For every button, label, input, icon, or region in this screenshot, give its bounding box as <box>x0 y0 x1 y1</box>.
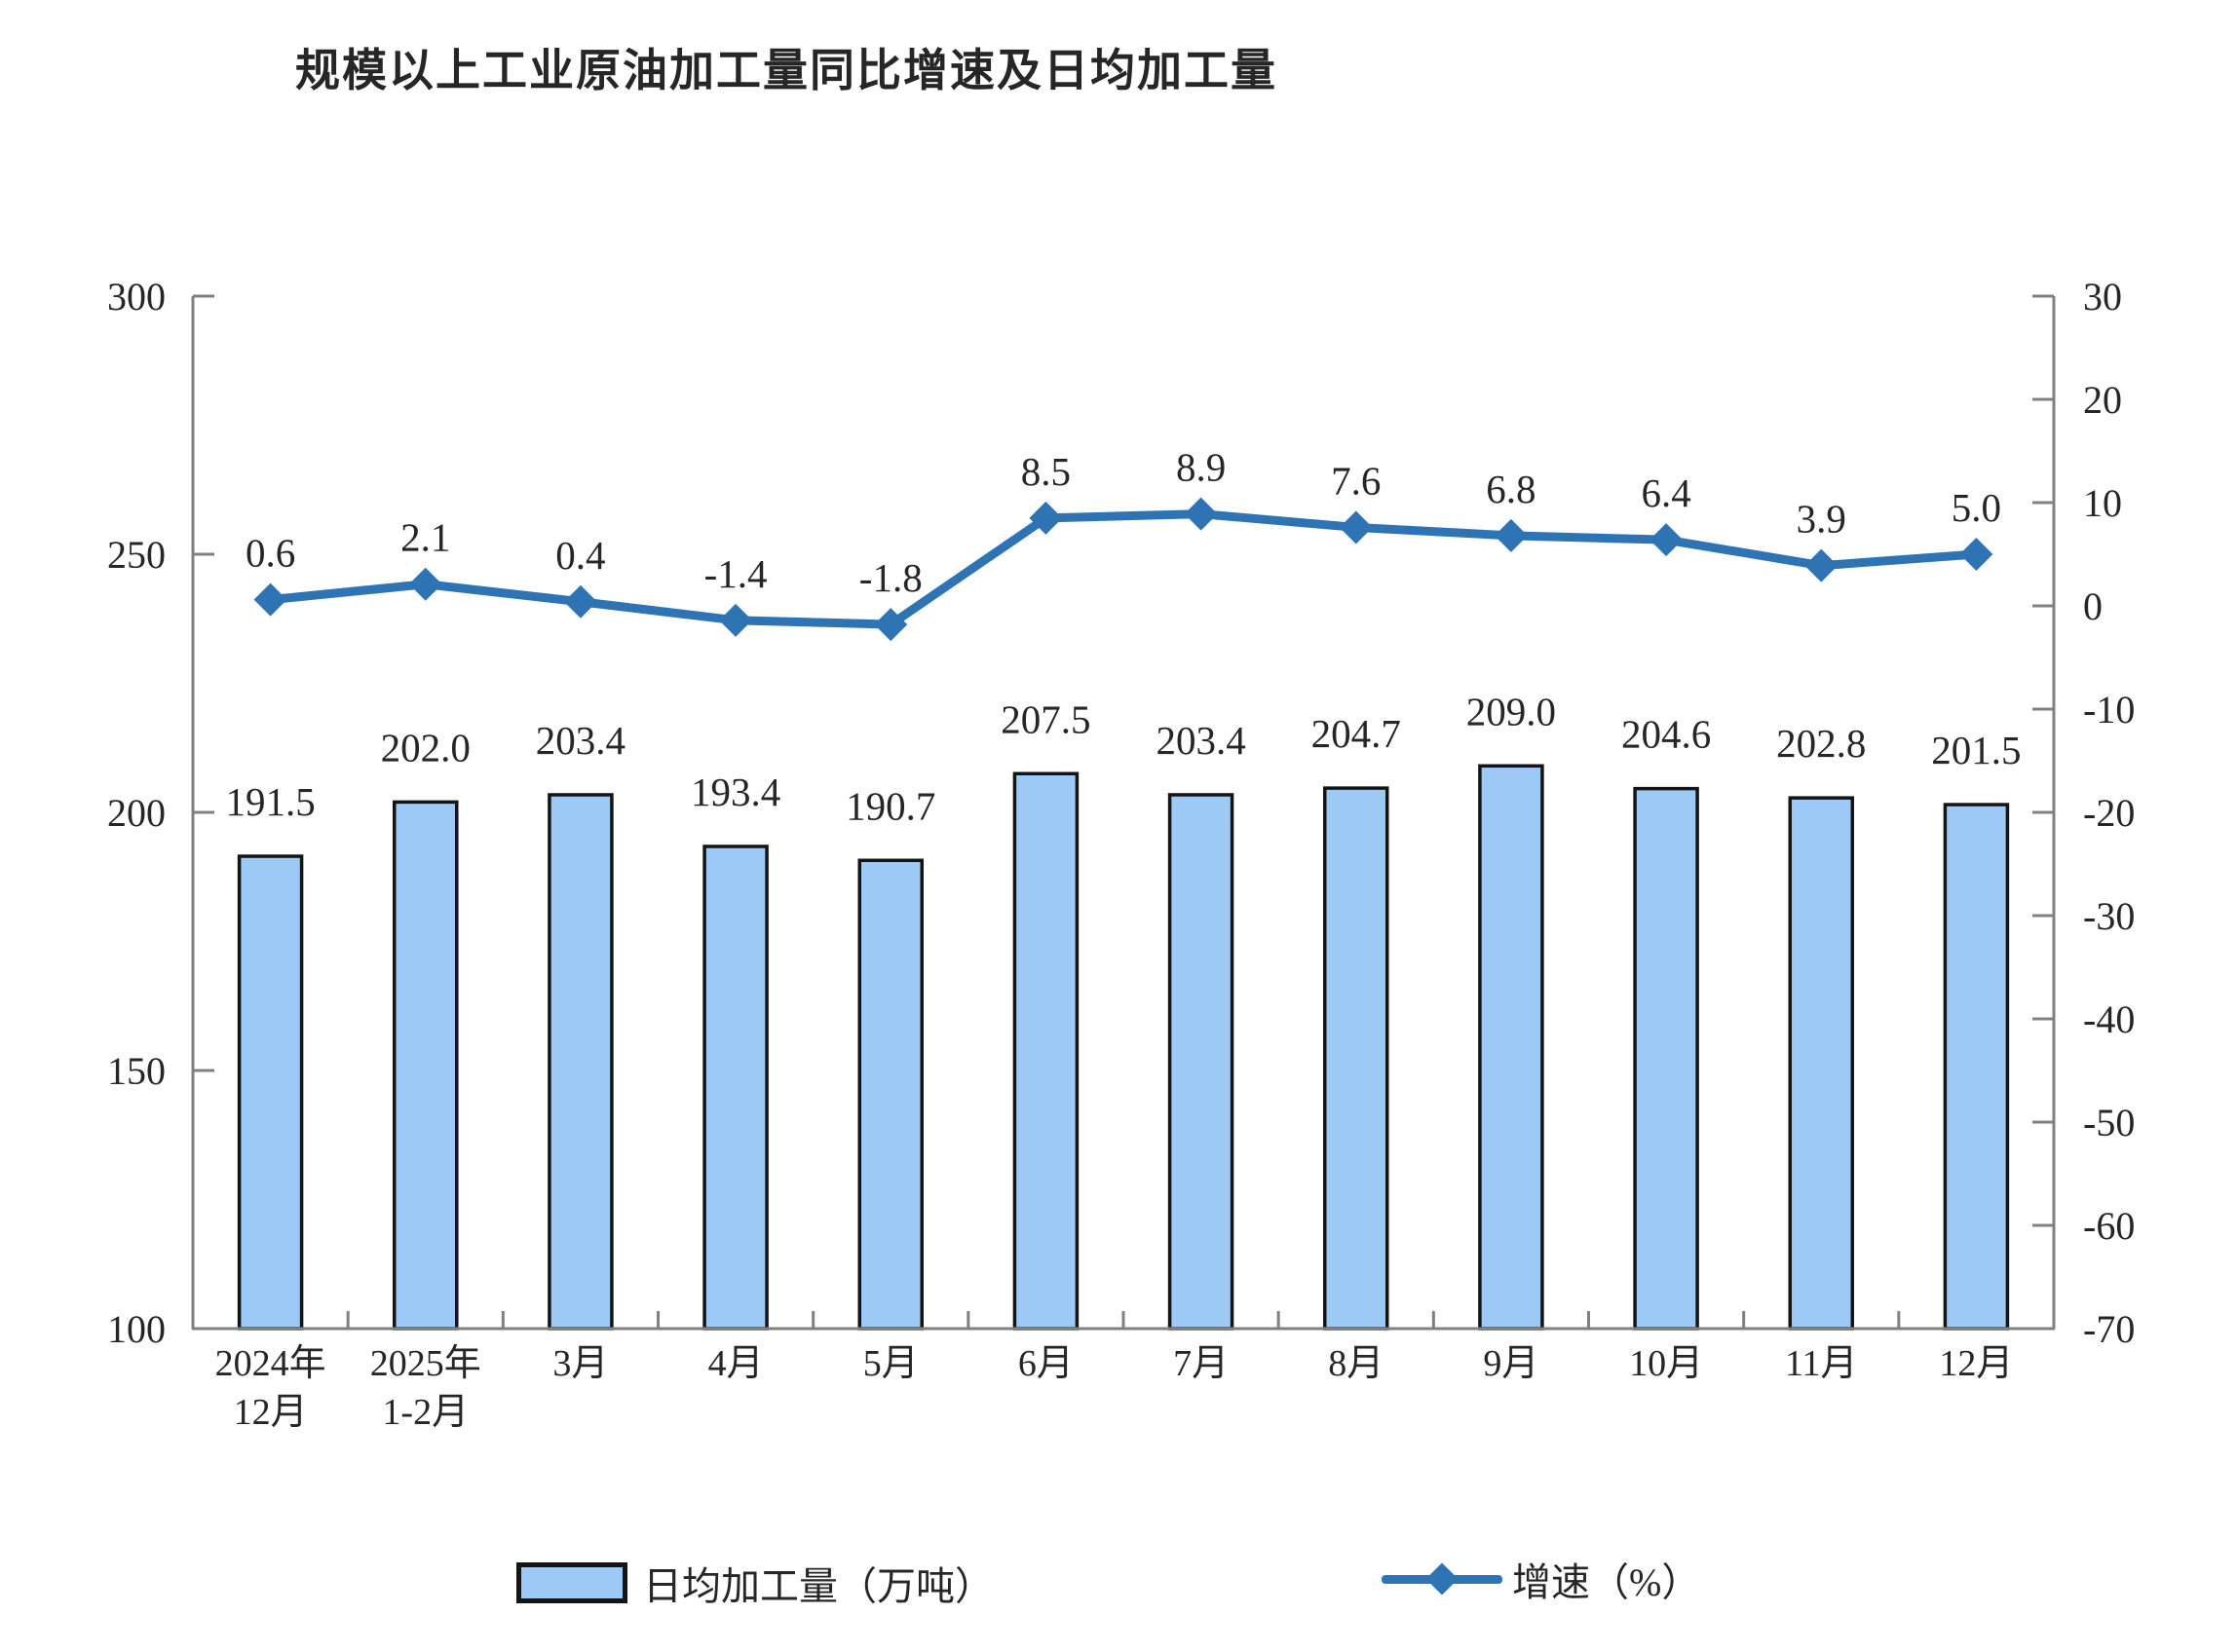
line-point <box>1029 501 1063 535</box>
right-axis-label: 10 <box>2083 481 2122 525</box>
x-category-label: 12月 <box>1939 1343 2013 1384</box>
right-axis-label: -40 <box>2083 997 2135 1041</box>
x-category-label: 10月 <box>1629 1343 1703 1384</box>
growth-line <box>266 509 1981 629</box>
line-value-label: 7.6 <box>1331 458 1381 503</box>
bar-value-label: 207.5 <box>1001 696 1090 741</box>
right-axis-label: 30 <box>2083 275 2122 319</box>
bar <box>1633 786 1699 1331</box>
bar <box>1478 764 1544 1331</box>
line-value-label: 2.1 <box>400 515 450 560</box>
left-axis-label: 300 <box>107 275 166 319</box>
x-category-label: 9月 <box>1483 1343 1538 1384</box>
x-category-label: 11月 <box>1785 1343 1858 1384</box>
bar-value-label: 201.5 <box>1931 728 2021 772</box>
bar-value-label: 209.0 <box>1466 689 1556 733</box>
left-axis-label: 200 <box>107 791 166 835</box>
left-axis-label: 250 <box>107 533 166 577</box>
line-point <box>1494 518 1528 552</box>
bar-value-label: 202.0 <box>381 725 471 770</box>
line-value-label: 0.6 <box>246 531 295 576</box>
left-axis-label: 100 <box>107 1307 166 1351</box>
bar <box>1167 793 1234 1331</box>
x-category-label: 2025年 <box>370 1343 481 1384</box>
line-point <box>253 582 287 617</box>
diamond-marker-icon <box>1425 1562 1459 1596</box>
bar-value-label: 203.4 <box>1156 718 1245 763</box>
legend-item-line: 增速（%） <box>1382 1551 1700 1607</box>
line-point <box>1184 497 1218 531</box>
chart-title: 规模以上工业原油加工量同比增速及日均加工量 <box>295 45 1277 95</box>
right-axis-label: -10 <box>2083 688 2135 732</box>
line-value-label: -1.8 <box>859 555 923 600</box>
bar <box>548 793 614 1331</box>
right-axis-label: -60 <box>2083 1204 2135 1248</box>
bar-value-label: 191.5 <box>225 779 315 824</box>
bar <box>702 845 769 1331</box>
line-value-label: 5.0 <box>1952 485 2001 530</box>
x-category-label: 12月 <box>234 1392 308 1433</box>
line-value-label: -1.4 <box>704 551 768 596</box>
bar <box>1943 803 2010 1331</box>
legend-bar-label: 日均加工量（万吨） <box>643 1564 994 1608</box>
legend-item-bar: 日均加工量（万吨） <box>516 1555 994 1611</box>
right-axis-label: 20 <box>2083 378 2122 422</box>
line-value-label: 0.4 <box>555 533 605 578</box>
line-point <box>1959 538 1993 571</box>
line-point <box>408 567 442 601</box>
bar-value-label: 204.6 <box>1621 712 1711 757</box>
x-category-label: 7月 <box>1173 1343 1229 1384</box>
line-point <box>1649 523 1684 557</box>
right-axis-label: -70 <box>2083 1307 2135 1351</box>
bar-value-label: 190.7 <box>846 783 935 828</box>
x-category-label: 1-2月 <box>382 1392 469 1433</box>
right-axis-label: 0 <box>2083 584 2103 628</box>
bar-value-label: 202.8 <box>1776 721 1866 766</box>
x-category-label: 4月 <box>708 1343 764 1384</box>
bar-value-label: 203.4 <box>536 718 626 763</box>
line-value-label: 3.9 <box>1797 497 1846 542</box>
bar <box>237 854 304 1331</box>
line-value-label: 6.4 <box>1641 470 1690 515</box>
line-point <box>874 608 908 642</box>
legend-line-label: 增速（%） <box>1512 1560 1701 1604</box>
x-category-label: 3月 <box>552 1343 608 1384</box>
line-swatch-icon <box>1382 1559 1502 1598</box>
bar <box>1323 786 1389 1331</box>
bar-swatch-icon <box>516 1562 627 1603</box>
left-axis-label: 150 <box>107 1049 166 1093</box>
bar <box>393 800 459 1331</box>
x-category-label: 2024年 <box>215 1343 326 1384</box>
right-axis-label: -50 <box>2083 1101 2135 1145</box>
right-axis-label: -30 <box>2083 894 2135 938</box>
bar <box>1788 796 1854 1331</box>
bar-value-label: 193.4 <box>691 770 780 814</box>
line-point <box>719 603 753 637</box>
x-category-label: 6月 <box>1018 1343 1074 1384</box>
line-value-label: 6.8 <box>1486 467 1536 511</box>
x-category-label: 5月 <box>863 1343 919 1384</box>
right-axis-label: -20 <box>2083 791 2135 835</box>
line-point <box>1339 510 1373 544</box>
x-category-label: 8月 <box>1328 1343 1384 1384</box>
bar-value-label: 204.7 <box>1311 711 1401 756</box>
line-value-label: 8.5 <box>1021 449 1071 494</box>
bar <box>857 858 924 1331</box>
line-point <box>563 584 597 619</box>
bar <box>1012 771 1080 1331</box>
line-value-label: 8.9 <box>1176 445 1226 490</box>
line-point <box>1804 548 1839 582</box>
